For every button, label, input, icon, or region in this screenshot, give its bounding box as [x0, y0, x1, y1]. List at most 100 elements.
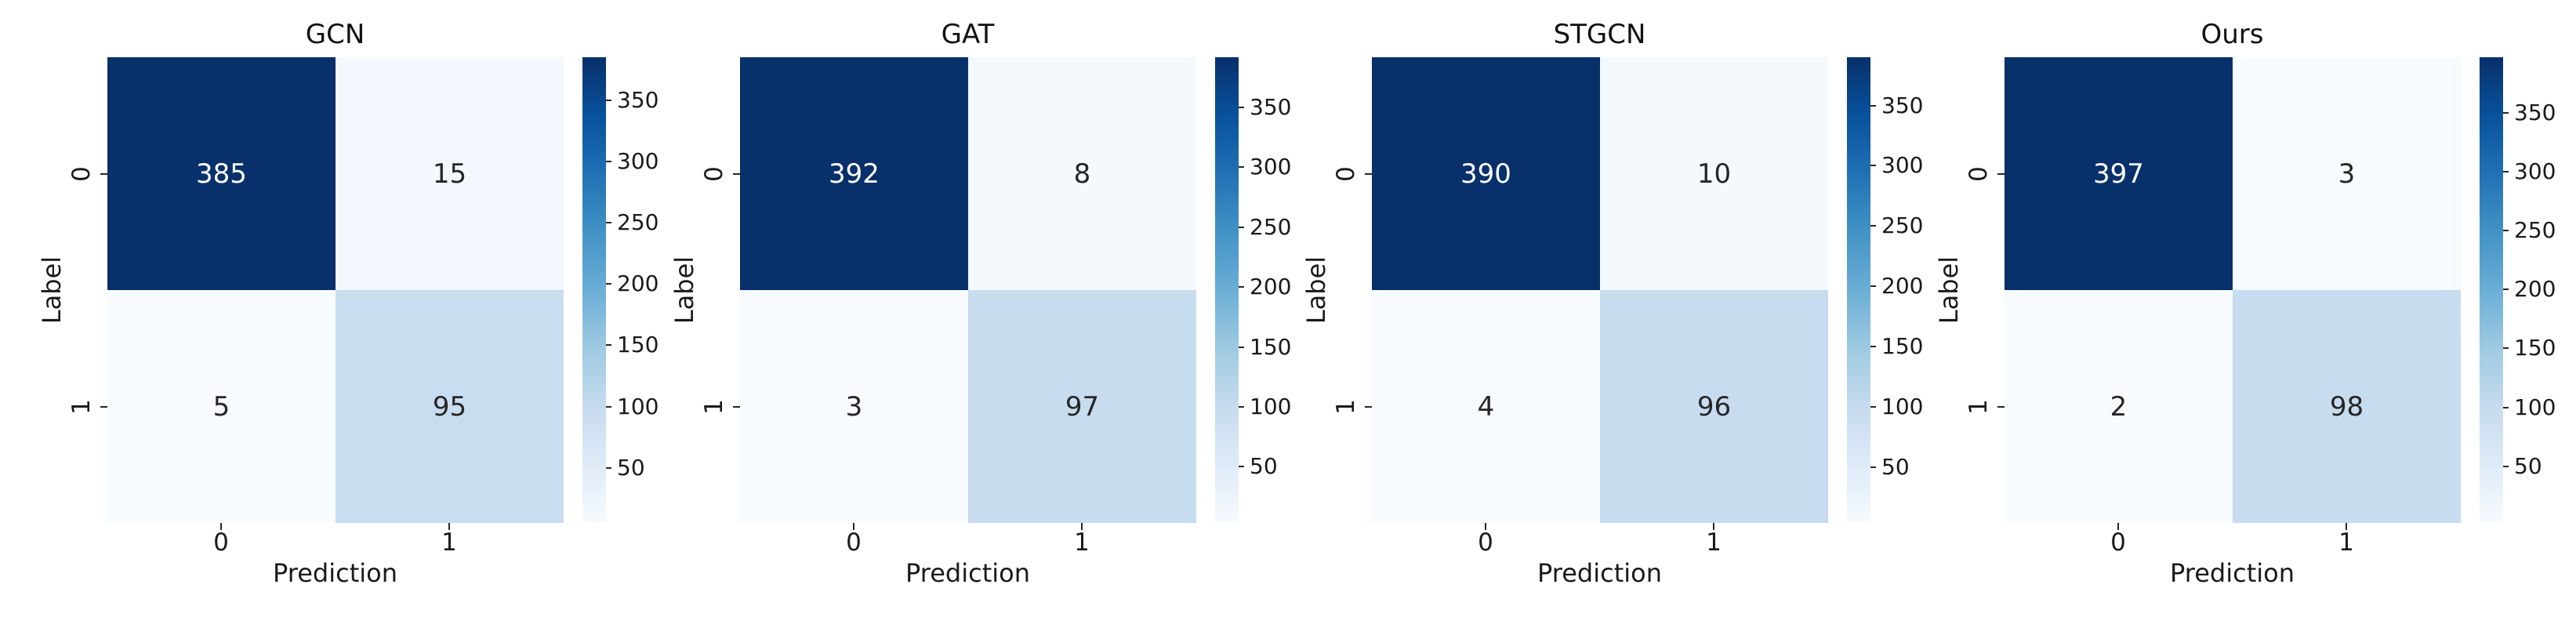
panel-title: STGCN	[1553, 19, 1646, 50]
cell-value: 3	[2338, 158, 2356, 190]
colorbar	[2480, 57, 2503, 523]
colorbar-tick-mark	[2503, 289, 2509, 290]
x-axis-label: Prediction	[1537, 558, 1662, 588]
colorbar-tick-mark	[1239, 107, 1244, 108]
colorbar-tick-label: 100	[1250, 394, 1292, 419]
colorbar-tick-mark	[2503, 407, 2509, 408]
y-tick-mark	[733, 406, 740, 408]
colorbar-tick-mark	[1239, 166, 1244, 168]
colorbar-tick-mark	[1870, 285, 1876, 287]
heatmap: 392 8 3 97	[740, 57, 1196, 523]
panel-title: GCN	[305, 19, 365, 50]
x-tick-label: 1	[1074, 528, 1090, 557]
colorbar-tick-label: 50	[1250, 453, 1278, 479]
cell-value: 4	[1477, 390, 1495, 423]
colorbar-tick-label: 100	[1881, 394, 1924, 419]
x-tick-mark	[1485, 523, 1486, 530]
x-axis-label: Prediction	[905, 558, 1030, 588]
colorbar-tick-label: 200	[2514, 276, 2556, 302]
heatmap-cell: 3	[2233, 57, 2461, 290]
heatmap: 385 15 5 95	[107, 57, 564, 523]
y-tick-label: 1	[700, 399, 728, 415]
y-tick-mark	[1365, 173, 1372, 175]
x-tick-label: 1	[2338, 528, 2354, 557]
cell-value: 97	[1065, 390, 1100, 423]
y-axis-label: Label	[37, 256, 67, 325]
cell-value: 385	[196, 158, 247, 190]
panel-title: Ours	[2200, 19, 2264, 50]
heatmap-cell: 397	[2005, 57, 2233, 290]
colorbar-tick-label: 300	[2514, 158, 2556, 184]
colorbar-tick-label: 200	[617, 270, 659, 296]
y-axis-label: Label	[1934, 256, 1964, 325]
colorbar-tick-label: 100	[617, 394, 659, 419]
colorbar-tick-label: 350	[617, 87, 659, 113]
colorbar-tick-mark	[1870, 105, 1876, 107]
x-tick-label: 0	[2110, 528, 2126, 557]
heatmap-cell: 4	[1372, 290, 1600, 523]
colorbar-tick-mark	[1239, 466, 1244, 467]
confusion-matrix-panel: STGCN 390 10 4 96 Prediction Label 0 1 0 1 50 10…	[1264, 0, 1923, 617]
colorbar-tick-label: 200	[1250, 274, 1292, 299]
x-tick-label: 0	[213, 528, 229, 557]
y-tick-mark	[100, 406, 107, 408]
y-tick-label: 1	[67, 399, 96, 415]
colorbar-tick-label: 250	[617, 209, 659, 235]
cell-value: 2	[2110, 390, 2128, 423]
heatmap: 390 10 4 96	[1372, 57, 1828, 523]
heatmap-cell: 2	[2005, 290, 2233, 523]
x-tick-mark	[1081, 523, 1083, 530]
cell-value: 96	[1696, 390, 1732, 423]
cell-value: 390	[1460, 158, 1511, 190]
colorbar-tick-label: 150	[2514, 335, 2556, 361]
x-tick-label: 0	[846, 528, 862, 557]
colorbar-tick-label: 350	[1250, 94, 1292, 120]
colorbar-tick-label: 350	[1881, 93, 1924, 118]
y-tick-mark	[1997, 406, 2005, 408]
cell-value: 10	[1696, 158, 1732, 190]
confusion-matrix-panel: Ours 397 3 2 98 Prediction Label 0 1 0 1 50 100 1…	[1897, 0, 2556, 617]
colorbar-tick-label: 250	[1881, 212, 1924, 238]
colorbar-tick-label: 100	[2514, 394, 2556, 420]
colorbar-tick-label: 50	[617, 455, 645, 481]
colorbar-tick-mark	[1239, 406, 1244, 408]
x-tick-mark	[448, 523, 450, 530]
y-tick-label: 1	[1965, 399, 1993, 415]
colorbar-tick-label: 300	[617, 148, 659, 174]
colorbar-tick-mark	[1870, 346, 1876, 347]
colorbar-tick-mark	[606, 344, 611, 346]
colorbar	[582, 57, 606, 523]
panel-title: GAT	[941, 19, 995, 50]
colorbar-tick-mark	[1239, 227, 1244, 228]
x-tick-mark	[2346, 523, 2347, 530]
heatmap-cell: 95	[336, 290, 564, 523]
colorbar	[1847, 57, 1870, 523]
cell-value: 15	[432, 158, 467, 190]
colorbar-tick-label: 150	[1881, 333, 1924, 359]
colorbar-tick-label: 300	[1881, 152, 1924, 178]
colorbar-tick-label: 250	[2514, 217, 2556, 243]
colorbar-tick-mark	[606, 100, 611, 101]
heatmap-cell: 96	[1600, 290, 1828, 523]
y-tick-mark	[1997, 173, 2005, 175]
colorbar-tick-mark	[606, 283, 611, 285]
x-tick-label: 0	[1478, 528, 1493, 557]
colorbar-tick-mark	[1870, 225, 1876, 227]
x-tick-mark	[2117, 523, 2119, 530]
cell-value: 5	[212, 390, 230, 423]
colorbar-tick-mark	[1870, 165, 1876, 166]
x-axis-label: Prediction	[2170, 558, 2295, 588]
y-axis-label: Label	[669, 256, 699, 325]
heatmap-cell: 10	[1600, 57, 1828, 290]
cell-value: 397	[2093, 158, 2144, 190]
cell-value: 95	[432, 390, 467, 423]
x-tick-mark	[853, 523, 854, 530]
colorbar-tick-label: 200	[1881, 273, 1924, 299]
colorbar-tick-mark	[2503, 171, 2509, 172]
colorbar	[1215, 57, 1239, 523]
heatmap-cell: 97	[968, 290, 1196, 523]
y-axis-label: Label	[1301, 256, 1331, 325]
y-tick-mark	[1365, 406, 1372, 408]
colorbar-tick-mark	[1239, 347, 1244, 348]
x-tick-mark	[220, 523, 222, 530]
